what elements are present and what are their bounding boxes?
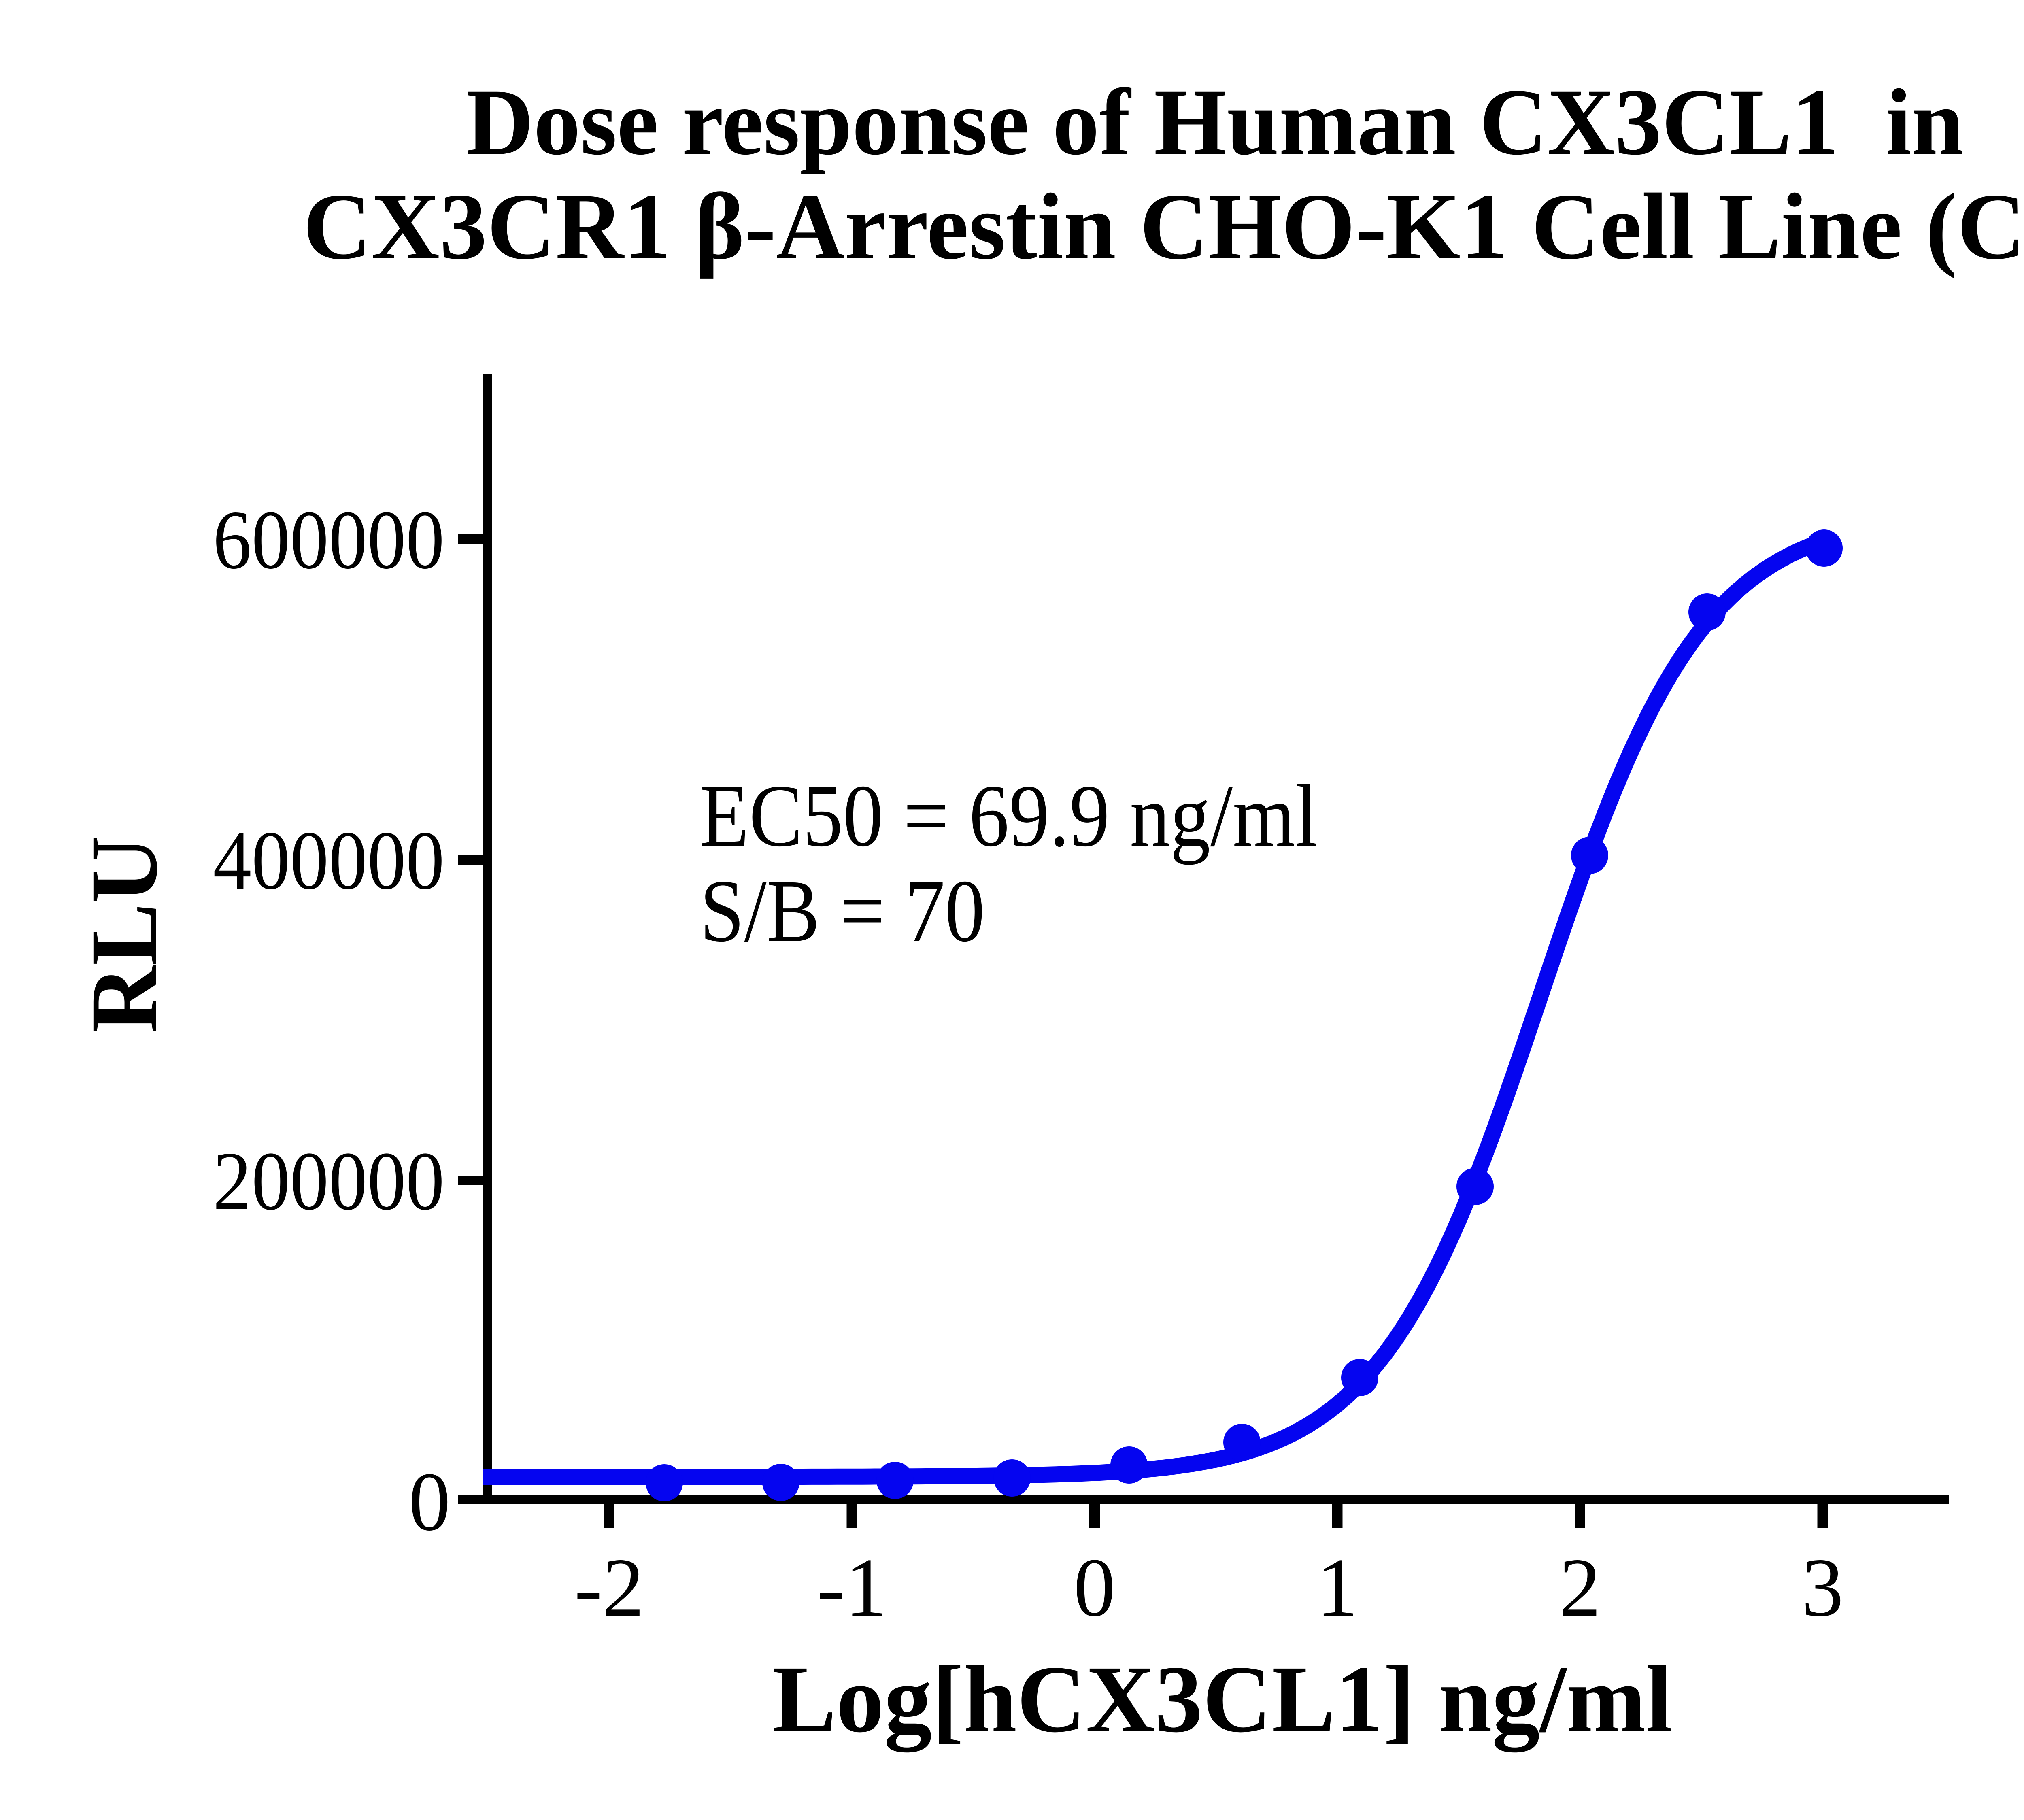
svg-text:1: 1 [1316,1541,1359,1634]
svg-text:0: 0 [409,1455,451,1548]
svg-text:0: 0 [1074,1541,1116,1634]
svg-text:600000: 600000 [213,493,444,586]
svg-text:RLU: RLU [71,836,177,1033]
svg-text:EC50 = 69.9 ng/ml: EC50 = 69.9 ng/ml [700,766,1318,865]
svg-text:-1: -1 [817,1541,887,1634]
svg-text:2: 2 [1559,1541,1601,1634]
svg-text:-2: -2 [574,1541,644,1634]
svg-text:3: 3 [1802,1541,1844,1634]
svg-text:Dose response of Human CX3CL1: Dose response of Human CX3CL1 in [466,69,1964,174]
svg-text:200000: 200000 [213,1135,444,1227]
svg-text:S/B = 70: S/B = 70 [700,861,985,960]
svg-text:CX3CR1 β-Arrestin CHO-K1 Cell: CX3CR1 β-Arrestin CHO-K1 Cell Line (C13) [303,174,2024,279]
svg-text:Log[hCX3CL1] ng/ml: Log[hCX3CL1] ng/ml [773,1646,1673,1752]
svg-text:400000: 400000 [213,814,444,907]
